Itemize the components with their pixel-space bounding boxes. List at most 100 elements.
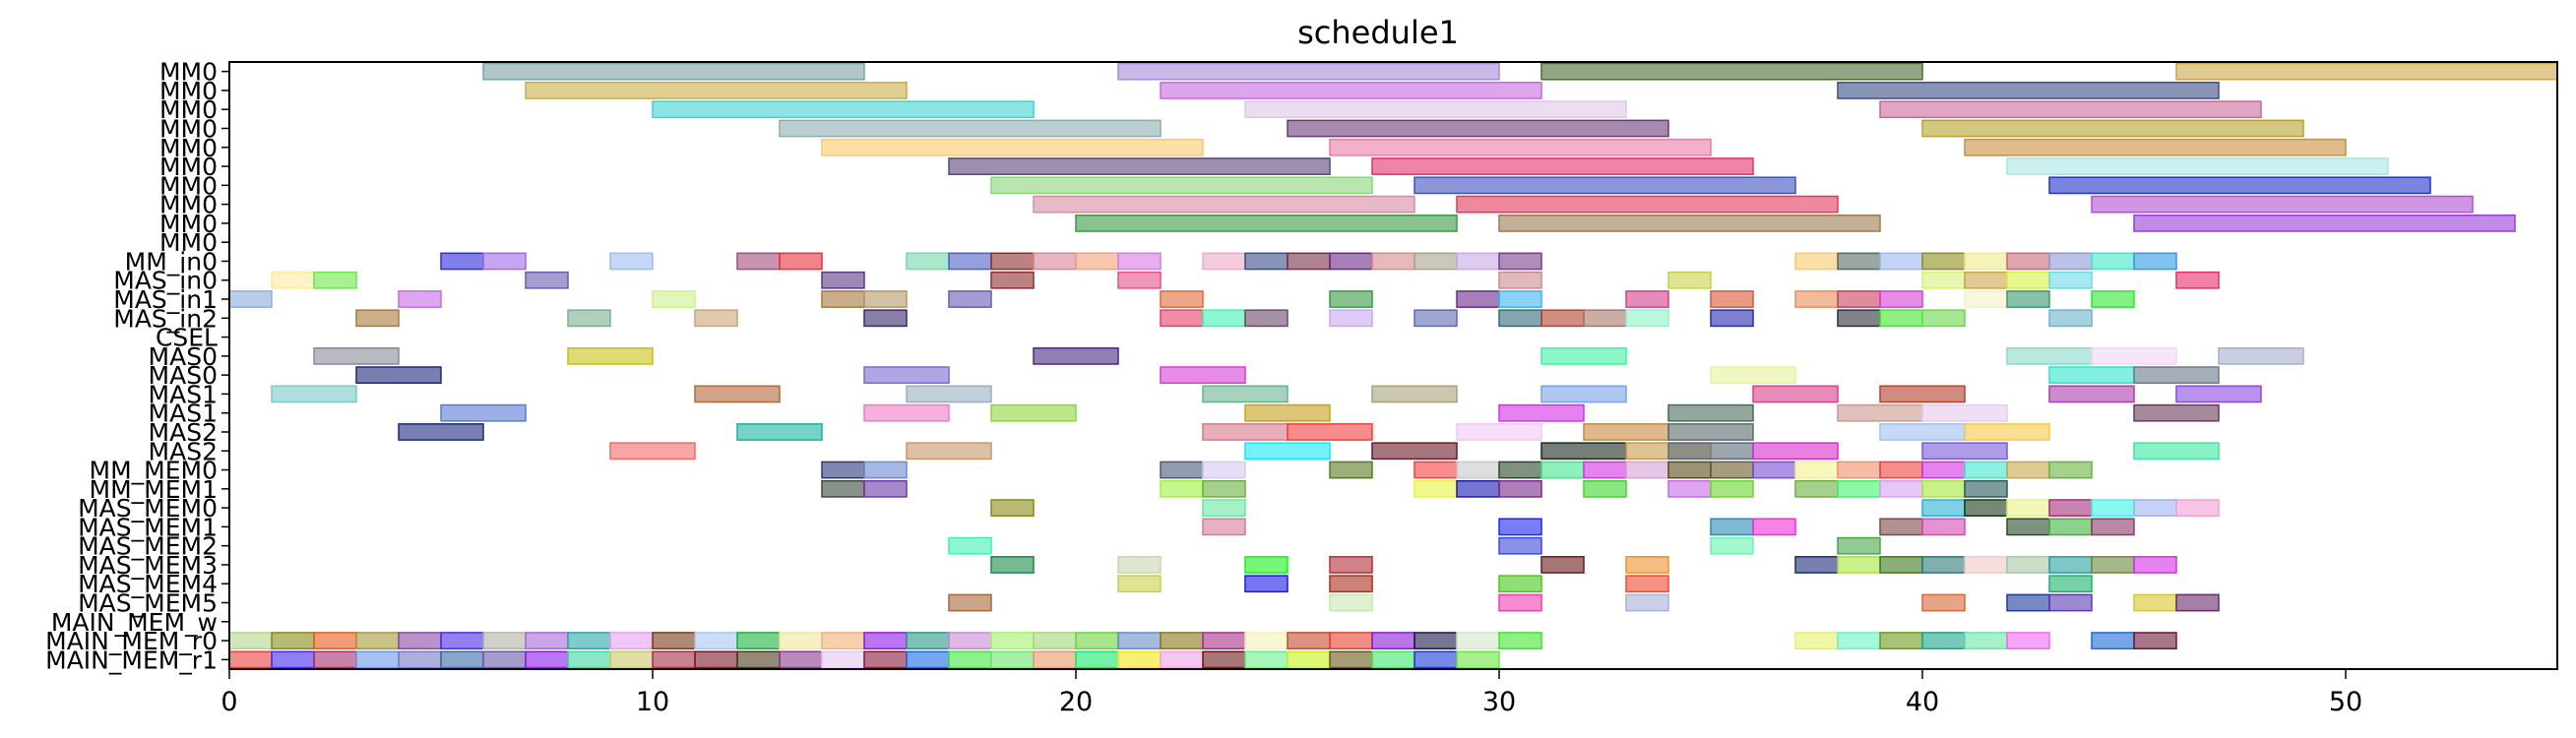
schedule-bar xyxy=(948,650,992,669)
schedule-bar xyxy=(1540,385,1627,403)
schedule-bar xyxy=(2048,252,2093,271)
schedule-bar xyxy=(1456,650,1500,669)
schedule-bar xyxy=(2048,461,2093,479)
schedule-bar xyxy=(1667,461,1712,479)
y-tick-label: MM_MEM0 xyxy=(90,457,218,485)
schedule-bar xyxy=(694,309,738,328)
schedule-bar xyxy=(863,650,908,669)
schedule-bar xyxy=(1160,461,1204,479)
schedule-bar xyxy=(1583,461,1627,479)
schedule-bar xyxy=(1202,461,1246,479)
schedule-bar xyxy=(1202,252,1246,271)
x-tick-label: 0 xyxy=(220,687,237,717)
schedule-bar xyxy=(1117,62,1500,81)
schedule-bar xyxy=(1033,195,1415,214)
schedule-bar xyxy=(1964,138,2347,156)
schedule-bar xyxy=(609,442,696,461)
schedule-bar xyxy=(1964,556,2008,574)
schedule-bar xyxy=(736,650,781,669)
schedule-bar xyxy=(1160,479,1204,498)
schedule-bar xyxy=(1329,252,1373,271)
schedule-bar xyxy=(313,346,400,365)
schedule-bar xyxy=(1921,632,1966,649)
schedule-bar xyxy=(1456,632,1500,649)
y-tick-label: MAS_MEM5 xyxy=(78,589,218,618)
schedule-bar xyxy=(1244,100,1627,119)
schedule-bar xyxy=(228,290,273,308)
schedule-bar xyxy=(736,632,781,649)
schedule-bar xyxy=(2133,215,2516,232)
schedule-bar xyxy=(1117,271,1162,289)
schedule-bar xyxy=(652,632,696,649)
schedule-bar xyxy=(2048,575,2093,593)
schedule-bar xyxy=(906,632,950,649)
schedule-bar xyxy=(567,309,611,328)
y-tick-label: CSEL xyxy=(156,324,218,352)
y-tick-label: MAS2 xyxy=(149,418,218,447)
schedule-bar xyxy=(652,290,696,308)
schedule-bar xyxy=(440,252,484,271)
schedule-bar xyxy=(1794,252,1839,271)
schedule-bar xyxy=(1837,556,1881,574)
schedule-bar xyxy=(1329,461,1373,479)
schedule-bar xyxy=(2175,499,2220,517)
y-tick-label: MM0 xyxy=(159,95,218,124)
schedule-bar xyxy=(1879,518,1923,536)
schedule-bar xyxy=(1710,461,1754,479)
schedule-bar xyxy=(2048,556,2093,574)
schedule-bar xyxy=(736,252,781,271)
schedule-bar xyxy=(1414,176,1796,195)
schedule-bar xyxy=(779,119,1162,138)
schedule-bar xyxy=(482,632,527,649)
schedule-bar xyxy=(1371,252,1415,271)
schedule-bar xyxy=(1244,650,1288,669)
schedule-bar xyxy=(1710,479,1754,498)
y-tick-label: MM0 xyxy=(159,191,218,219)
schedule-bar xyxy=(1879,423,1966,441)
schedule-bar xyxy=(1456,290,1500,308)
schedule-bar xyxy=(1921,119,2304,138)
schedule-bar xyxy=(228,632,273,649)
schedule-bar xyxy=(1498,632,1542,649)
schedule-bar xyxy=(1964,252,2008,271)
schedule-bar xyxy=(2175,593,2220,612)
schedule-bar xyxy=(1244,575,1288,593)
schedule-bar xyxy=(2048,366,2135,385)
schedule-bar xyxy=(482,252,527,271)
schedule-bar xyxy=(2048,385,2135,403)
schedule-bar xyxy=(1329,556,1373,574)
schedule-bar xyxy=(2091,518,2135,536)
schedule-bar xyxy=(1667,479,1712,498)
y-tick-label: MAS_MEM0 xyxy=(78,494,218,523)
schedule-bar xyxy=(2048,499,2093,517)
schedule-bar xyxy=(1329,650,1373,669)
schedule-bar xyxy=(948,632,992,649)
schedule-bar xyxy=(821,271,865,289)
schedule-bar xyxy=(1414,461,1458,479)
schedule-bar xyxy=(1202,632,1246,649)
schedule-bar xyxy=(1752,461,1796,479)
schedule-bar xyxy=(1921,442,2008,461)
schedule-bar xyxy=(271,271,315,289)
schedule-bar xyxy=(1075,252,1119,271)
schedule-bar xyxy=(1583,423,1669,441)
schedule-bar xyxy=(1371,385,1458,403)
schedule-bar xyxy=(990,271,1035,289)
schedule-bar xyxy=(1879,461,1923,479)
schedule-bar xyxy=(1794,479,1839,498)
schedule-bar xyxy=(609,650,654,669)
schedule-bar xyxy=(2133,442,2220,461)
schedule-bar xyxy=(1540,62,1923,81)
chart-title: schedule1 xyxy=(1297,14,1459,51)
schedule-bar xyxy=(1498,593,1542,612)
schedule-bar xyxy=(1710,536,1754,555)
schedule-bar xyxy=(1625,309,1669,328)
schedule-bar xyxy=(1456,423,1542,441)
schedule-bar xyxy=(271,385,357,403)
schedule-bar xyxy=(1710,309,1754,328)
schedule-bar xyxy=(1244,403,1331,422)
schedule-bar xyxy=(821,290,865,308)
schedule-bar xyxy=(1329,632,1373,649)
schedule-bar xyxy=(1583,309,1627,328)
